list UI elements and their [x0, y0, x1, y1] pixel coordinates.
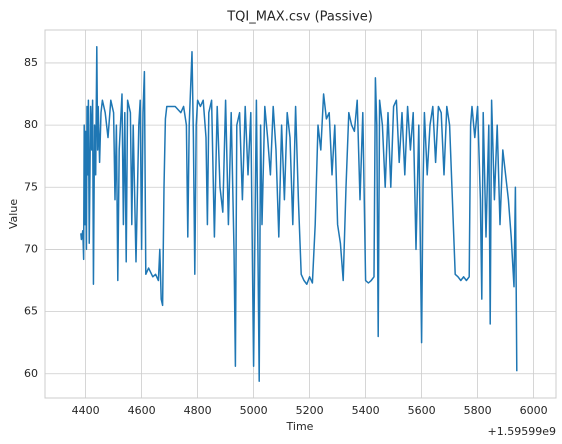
x-tick-label: 6000	[520, 404, 548, 417]
plot-frame	[44, 29, 557, 399]
y-tick-label: 85	[24, 56, 38, 69]
x-axis-label: Time	[286, 420, 314, 433]
x-tick-label: 5200	[296, 404, 324, 417]
x-tick-label: 5000	[240, 404, 268, 417]
y-tick-label: 75	[24, 180, 38, 193]
x-tick-label: 4800	[184, 404, 212, 417]
y-tick-label: 60	[24, 367, 38, 380]
data-line	[80, 46, 518, 382]
x-tick-label: 4400	[72, 404, 100, 417]
x-tick-label: 5600	[408, 404, 436, 417]
x-tick-label: 4600	[128, 404, 156, 417]
y-axis-label: Value	[7, 199, 20, 229]
x-offset-label: +1.59599e9	[488, 425, 556, 438]
chart-title: TQI_MAX.csv (Passive)	[226, 10, 373, 25]
y-tick-label: 65	[24, 305, 38, 318]
y-tick-label: 70	[24, 242, 38, 255]
x-tick-label: 5400	[352, 404, 380, 417]
x-tick-label: 5800	[464, 404, 492, 417]
y-tick-label: 80	[24, 118, 38, 131]
